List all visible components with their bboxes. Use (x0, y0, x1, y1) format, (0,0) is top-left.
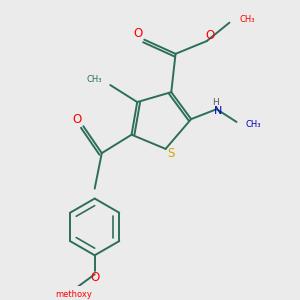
Text: CH₃: CH₃ (86, 75, 102, 84)
Text: H: H (212, 98, 219, 107)
Text: O: O (73, 113, 82, 126)
Text: O: O (134, 27, 143, 40)
Text: O: O (205, 29, 214, 43)
Text: CH₃: CH₃ (239, 15, 255, 24)
Text: N: N (214, 106, 222, 116)
Text: O: O (90, 271, 99, 284)
Text: CH₃: CH₃ (245, 120, 260, 129)
Text: S: S (167, 148, 174, 160)
Text: methoxy: methoxy (55, 290, 92, 298)
